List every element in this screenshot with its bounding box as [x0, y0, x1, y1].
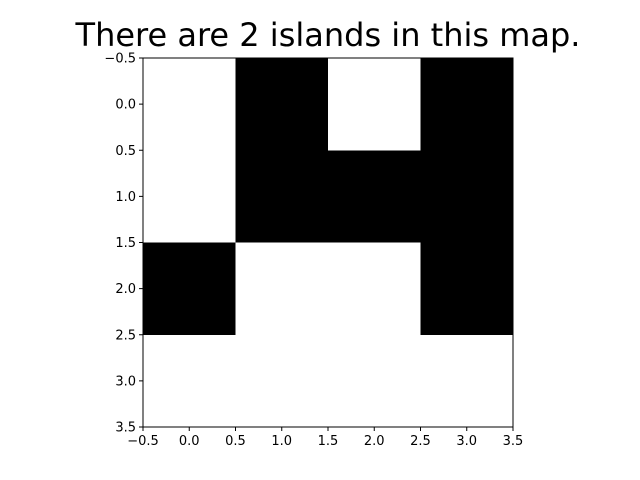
y-tick-label: 3.0 — [115, 374, 136, 389]
y-tick-label: 1.5 — [115, 236, 136, 251]
y-tick-label: −0.5 — [104, 52, 136, 67]
y-tick-label: 0.5 — [115, 144, 136, 159]
water-cell — [235, 334, 328, 427]
y-tick-label: 3.5 — [115, 421, 136, 436]
x-tick-label: 3.0 — [456, 434, 477, 449]
water-cell — [328, 58, 421, 151]
water-cell — [143, 334, 236, 427]
x-tick-label: 3.5 — [503, 434, 524, 449]
x-tick-label: 2.5 — [410, 434, 431, 449]
chart-title: There are 2 islands in this map. — [75, 16, 581, 54]
land-cell — [235, 150, 328, 243]
x-tick-label: 0.5 — [225, 434, 246, 449]
land-cell — [235, 58, 328, 151]
land-cell — [420, 242, 513, 335]
land-cell — [328, 150, 421, 243]
x-tick-label: 1.0 — [271, 434, 292, 449]
y-tick-label: 1.0 — [115, 190, 136, 205]
water-cell — [143, 150, 236, 243]
x-tick-label: 1.5 — [318, 434, 339, 449]
land-cell — [420, 150, 513, 243]
land-cell — [420, 58, 513, 151]
x-axis: −0.5 0.0 0.5 1.0 1.5 2.0 2.5 3.0 3.5 — [127, 427, 523, 449]
water-cell — [143, 58, 236, 151]
water-cell — [235, 242, 328, 335]
y-axis: −0.5 0.0 0.5 1.0 1.5 2.0 2.5 3.0 3.5 — [104, 52, 143, 436]
y-tick-label: 2.0 — [115, 282, 136, 297]
y-tick-label: 2.5 — [115, 328, 136, 343]
water-cell — [328, 242, 421, 335]
water-cell — [420, 334, 513, 427]
x-tick-label: 0.0 — [179, 434, 200, 449]
y-tick-label: 0.0 — [115, 98, 136, 113]
x-tick-label: −0.5 — [127, 434, 159, 449]
x-tick-label: 2.0 — [364, 434, 385, 449]
water-cell — [328, 334, 421, 427]
heatmap-cells — [143, 58, 513, 427]
land-cell — [143, 242, 236, 335]
